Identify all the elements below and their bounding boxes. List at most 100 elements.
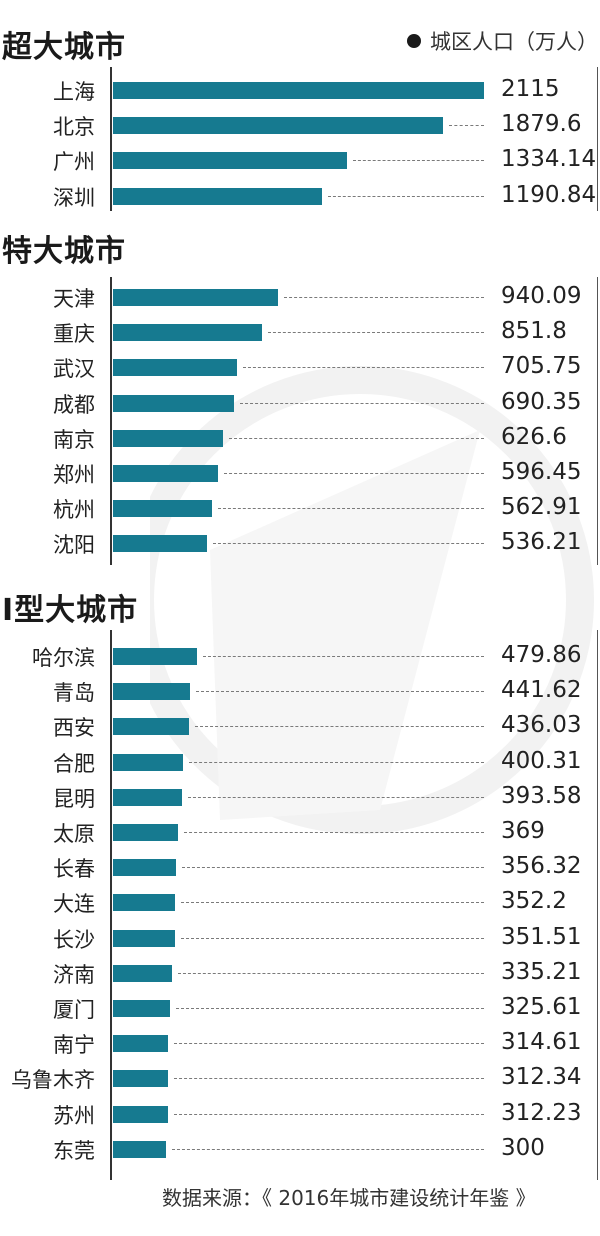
city-label: 青岛 [53, 681, 95, 706]
population-value: 335.21 [501, 958, 582, 985]
population-value: 356.32 [501, 853, 582, 880]
city-label: 武汉 [53, 357, 95, 382]
leader-dashed-line [181, 902, 484, 904]
population-value: 351.51 [501, 923, 582, 950]
leader-dashed-line [174, 1113, 484, 1115]
city-label: 广州 [53, 150, 95, 175]
city-label: 厦门 [53, 998, 95, 1022]
population-bar [113, 964, 172, 982]
city-label: 大连 [53, 892, 95, 917]
leader-dashed-line [268, 332, 484, 334]
leader-dashed-line [188, 796, 484, 798]
population-value: 479.86 [501, 642, 582, 668]
data-source-note: 数据来源：《 2016年城市建设统计年鉴 》 [162, 1186, 536, 1210]
population-bar [113, 648, 197, 665]
leader-dashed-line [181, 937, 484, 939]
population-value: 369 [501, 818, 545, 844]
population-value: 1879.6 [501, 111, 582, 138]
population-value: 940.09 [501, 283, 582, 309]
axis-line-section-1 [110, 67, 112, 211]
city-label: 深圳 [53, 185, 95, 210]
population-value: 325.61 [501, 994, 582, 1020]
population-value: 312.23 [501, 1099, 582, 1126]
bar-row: 昆明 393.58 [0, 781, 600, 815]
city-label: 乌鲁木齐 [11, 1068, 95, 1093]
legend-label: 城区人口（万人） [430, 30, 598, 54]
bar-row: 杭州 562.91 [0, 492, 600, 526]
leader-dashed-line [189, 761, 484, 763]
section-title-super-large-city: 特大城市 [2, 234, 126, 269]
population-bar [113, 289, 278, 306]
city-label: 东莞 [53, 1138, 95, 1163]
section-title-megacity: 超大城市 [2, 30, 126, 65]
population-bar [113, 535, 207, 553]
leader-dashed-line [243, 367, 484, 369]
leader-dashed-line [172, 1148, 484, 1150]
population-value: 393.58 [501, 782, 582, 809]
city-label: 济南 [53, 962, 95, 987]
bar-row: 广州 1334.14 [0, 144, 600, 178]
bar-row: 北京 1879.6 [0, 109, 600, 143]
population-value: 1190.84 [501, 181, 597, 208]
population-bar [113, 1140, 166, 1158]
population-bar [113, 894, 175, 912]
population-bar [113, 753, 183, 771]
city-label: 上海 [53, 80, 95, 104]
population-bar [113, 429, 223, 447]
population-value: 562.91 [501, 494, 582, 521]
city-label: 哈尔滨 [32, 646, 95, 670]
leader-dashed-line [174, 1043, 484, 1045]
bar-row: 西安 436.03 [0, 710, 600, 744]
population-bar [113, 152, 347, 170]
population-bar [113, 187, 322, 205]
leader-dashed-line [182, 867, 484, 869]
city-label: 长沙 [53, 927, 95, 952]
bar-row: 上海 2115 [0, 74, 600, 108]
bar-row: 南京 626.6 [0, 422, 600, 456]
city-label: 成都 [53, 392, 95, 417]
bar-row: 合肥 400.31 [0, 746, 600, 780]
leader-dashed-line [213, 543, 484, 545]
population-bar [113, 788, 182, 806]
bar-row: 沈阳 536.21 [0, 527, 600, 561]
city-label: 重庆 [53, 322, 95, 347]
leader-dashed-line [176, 1008, 484, 1009]
axis-line-section-2 [110, 277, 112, 565]
population-value: 596.45 [501, 459, 582, 485]
population-value: 300 [501, 1134, 545, 1161]
population-bar [113, 324, 262, 342]
population-value: 536.21 [501, 529, 582, 556]
leader-dashed-line [218, 508, 484, 510]
leader-dashed-line [184, 832, 484, 833]
city-label: 杭州 [53, 498, 95, 523]
leader-dashed-line [203, 656, 484, 657]
population-bar [113, 117, 443, 135]
bar-row: 成都 690.35 [0, 387, 600, 421]
bar-row: 重庆 851.8 [0, 316, 600, 350]
axis-right-section-3 [597, 630, 598, 1180]
population-bar [113, 1000, 170, 1017]
bar-row: 长沙 351.51 [0, 922, 600, 956]
bar-row: 苏州 312.23 [0, 1098, 600, 1132]
leader-dashed-line [229, 437, 484, 439]
population-value: 312.34 [501, 1064, 582, 1091]
bar-row: 哈尔滨 479.86 [0, 640, 600, 674]
population-value: 2115 [501, 76, 560, 102]
leader-dashed-line [224, 473, 484, 474]
population-bar [113, 394, 234, 412]
legend: 城区人口（万人） [407, 26, 598, 56]
city-label: 苏州 [53, 1103, 95, 1128]
leader-dashed-line [240, 402, 484, 404]
leader-dashed-line [328, 195, 484, 197]
axis-line-section-3 [110, 630, 112, 1180]
population-bar [113, 1105, 168, 1123]
leader-dashed-line [196, 691, 484, 693]
leader-dashed-line [284, 297, 484, 298]
bar-row: 大连 352.2 [0, 886, 600, 920]
city-label: 合肥 [53, 751, 95, 776]
population-value: 441.62 [501, 677, 582, 704]
leader-dashed-line [449, 125, 484, 127]
bar-row: 东莞 300 [0, 1133, 600, 1167]
bar-row: 青岛 441.62 [0, 675, 600, 709]
population-value: 851.8 [501, 318, 567, 345]
